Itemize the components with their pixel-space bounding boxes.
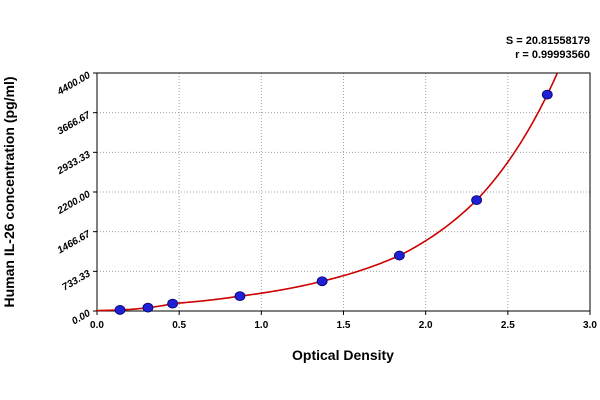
y-tick-label: 2200.00 [55, 189, 93, 217]
y-axis-title: Human IL-26 concentration (pg/ml) [1, 76, 17, 307]
data-point [142, 302, 154, 313]
y-tick-label: 733.33 [61, 268, 93, 293]
stat-r-label: r = 0.99993560 [515, 49, 590, 61]
x-tick-label: 2.0 [419, 320, 433, 331]
x-axis-title: Optical Density [292, 347, 394, 363]
stat-s-label: S = 20.81558179 [506, 35, 590, 47]
data-point [167, 298, 178, 309]
data-point [471, 195, 483, 206]
grid-lines [97, 73, 590, 311]
x-tick-label: 0.5 [172, 320, 186, 331]
data-point [114, 305, 126, 315]
y-tick-label: 3666.67 [56, 110, 93, 138]
x-tick-label: 1.0 [254, 320, 268, 331]
y-tick-label: 1466.67 [56, 229, 93, 257]
y-tick-label: 4400.00 [55, 70, 93, 98]
data-point [234, 291, 246, 302]
x-tick-label: 1.5 [337, 320, 351, 331]
data-point [316, 276, 328, 287]
data-point [393, 250, 405, 261]
x-axis-ticks: 0.0 0.5 1.0 1.5 2.0 2.5 3.0 [90, 311, 597, 331]
y-tick-label: 2933.33 [55, 149, 93, 177]
x-tick-label: 3.0 [583, 320, 597, 331]
y-axis-ticks: 0.00733.331466.672200.002933.333666.6744… [55, 70, 97, 327]
data-point [541, 89, 553, 100]
x-tick-label: 0.0 [90, 320, 104, 331]
x-tick-label: 2.5 [501, 320, 515, 331]
data-points [114, 89, 553, 315]
